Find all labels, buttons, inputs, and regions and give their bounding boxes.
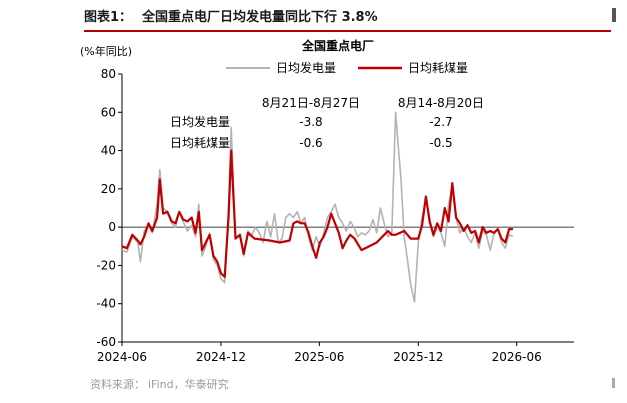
page-edge-marker-bottom <box>612 378 615 388</box>
source-text: iFind，华泰研究 <box>148 378 229 391</box>
source-label: 资料来源： <box>90 378 145 391</box>
figure-title: 全国重点电厂日均发电量同比下行 3.8% <box>142 10 378 25</box>
x-tick-label: 2024-06 <box>97 350 147 364</box>
annotation-row-label: 日均耗煤量 <box>170 136 230 150</box>
annotation-value: -2.7 <box>429 115 452 129</box>
y-tick-label: 20 <box>101 182 116 196</box>
page-edge-marker <box>612 8 616 22</box>
y-tick-label: -60 <box>96 335 116 349</box>
annotation-value: -3.8 <box>299 115 322 129</box>
figure-header: 图表1： 全国重点电厂日均发电量同比下行 3.8% <box>84 6 611 32</box>
chart-title: 全国重点电厂 <box>301 38 374 53</box>
figure-label: 图表1： <box>84 10 133 25</box>
source-note: 资料来源： iFind，华泰研究 <box>90 376 229 392</box>
series-line-coal-consumption <box>121 149 513 278</box>
x-tick-label: 2025-12 <box>393 350 443 364</box>
x-tick-label: 2025-06 <box>294 350 344 364</box>
plot-area <box>121 111 514 303</box>
y-tick-label: 80 <box>101 67 116 81</box>
annotation-row-label: 日均发电量 <box>170 114 230 129</box>
y-tick-label: 60 <box>101 105 116 119</box>
annotation-value: -0.5 <box>429 136 452 150</box>
y-tick-label: 40 <box>101 144 116 158</box>
annotation-period-label: 8月14-8月20日 <box>398 96 484 110</box>
x-tick-label: 2026-06 <box>492 350 542 364</box>
annotation-period-label: 8月21日-8月27日 <box>262 96 360 110</box>
x-tick-label: 2024-12 <box>196 350 246 364</box>
y-tick-label: -40 <box>96 297 116 311</box>
legend-label: 日均发电量 <box>276 60 336 75</box>
y-tick-label: 0 <box>108 220 116 234</box>
annotation-value: -0.6 <box>299 136 322 150</box>
legend-label: 日均耗煤量 <box>408 61 468 75</box>
legend: 日均发电量 日均耗煤量 <box>226 60 468 75</box>
y-tick-label: -20 <box>96 258 116 272</box>
y-axis-label: (%年同比) <box>80 44 132 58</box>
